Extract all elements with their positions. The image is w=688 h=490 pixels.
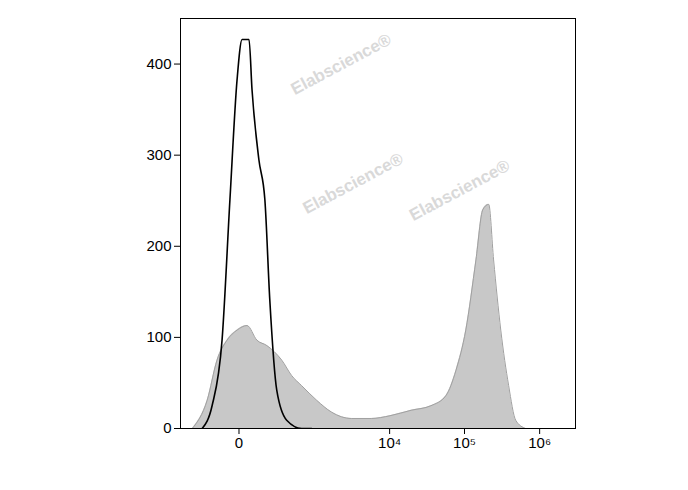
svg-text:Elabscience®: Elabscience®: [406, 156, 513, 225]
svg-text:0: 0: [163, 419, 171, 436]
svg-text:Elabscience®: Elabscience®: [300, 149, 407, 218]
svg-text:400: 400: [146, 55, 171, 72]
svg-text:200: 200: [146, 237, 171, 254]
svg-text:100: 100: [146, 328, 171, 345]
svg-text:10⁴: 10⁴: [378, 434, 401, 451]
svg-text:300: 300: [146, 146, 171, 163]
svg-text:Elabscience®: Elabscience®: [288, 30, 395, 99]
svg-text:10⁵: 10⁵: [453, 434, 476, 451]
svg-text:10⁶: 10⁶: [528, 434, 551, 451]
svg-text:0: 0: [235, 434, 243, 451]
